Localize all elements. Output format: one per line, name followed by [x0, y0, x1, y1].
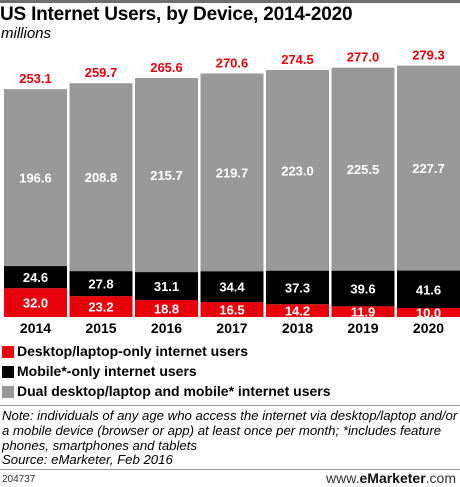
bar-segment-2-2020 — [397, 270, 460, 308]
x-tick-label: 2019 — [347, 320, 378, 336]
segment-label: 27.8 — [88, 277, 113, 292]
bar-segment-3-2016 — [135, 77, 198, 273]
segment-label: 196.6 — [19, 171, 52, 186]
bar-segment-3-2015 — [69, 83, 133, 272]
x-tick-label: 2018 — [282, 320, 313, 336]
bar-segment-3-2019 — [331, 67, 395, 271]
x-tick-label: 2020 — [413, 320, 444, 336]
segment-label: 23.2 — [88, 300, 113, 315]
total-label: 259.7 — [85, 65, 118, 80]
segment-label: 219.7 — [216, 165, 249, 180]
segment-label: 37.3 — [285, 280, 310, 295]
bar-segment-2-2015 — [69, 271, 133, 297]
segment-label: 225.5 — [347, 162, 380, 177]
x-tick-label: 2017 — [216, 320, 247, 336]
url-brand: eMarketer — [359, 470, 426, 486]
bar-segment-1-2015 — [69, 296, 133, 317]
segment-label: 24.6 — [23, 270, 48, 285]
url-suffix: .com — [425, 470, 456, 486]
divider — [0, 469, 460, 470]
segment-label: 11.9 — [351, 305, 376, 320]
total-label: 253.1 — [19, 71, 52, 86]
bar-segment-1-2018 — [266, 304, 329, 317]
chart-title: US Internet Users, by Device, 2014-2020 — [0, 4, 353, 25]
total-label: 274.5 — [281, 52, 314, 67]
bar-segment-3-2018 — [266, 69, 329, 271]
bar-segment-2-2016 — [135, 272, 198, 301]
x-tick-label: 2014 — [20, 320, 51, 336]
bar-segment-2-2019 — [331, 270, 395, 307]
segment-label: 14.2 — [285, 304, 310, 319]
chart-note: Note: individuals of any age who access … — [2, 408, 458, 453]
bar-segment-2-2014 — [4, 266, 67, 289]
bar-segment-3-2014 — [4, 89, 67, 267]
total-label: 277.0 — [347, 50, 380, 65]
stacked-bar-chart: 32.0 24.6 196.6 253.1 2014 23.2 27.8 208.8 259.7… — [4, 48, 460, 336]
bar-segment-1-2020 — [397, 308, 460, 317]
bar-segment-2-2017 — [200, 271, 264, 303]
chart-source: Source: eMarketer, Feb 2016 — [2, 452, 173, 467]
chart-id: 204737 — [2, 474, 36, 485]
segment-label: 10.0 — [416, 306, 441, 321]
top-rule — [0, 0, 460, 3]
total-label: 270.6 — [216, 55, 249, 70]
bar-segment-2-2018 — [266, 270, 329, 305]
segment-label: 31.1 — [154, 279, 179, 294]
bar-segment-1-2016 — [135, 300, 198, 317]
segment-label: 16.5 — [219, 303, 244, 318]
legend-label: Mobile*-only internet users — [17, 363, 197, 379]
segment-label: 223.0 — [281, 163, 314, 178]
segment-label: 227.7 — [412, 161, 445, 176]
divider — [0, 405, 460, 406]
segment-label: 215.7 — [150, 168, 183, 183]
bar-segment-1-2014 — [4, 288, 67, 317]
total-label: 279.3 — [412, 48, 445, 63]
bar-segment-1-2019 — [331, 306, 395, 317]
bar-segment-1-2017 — [200, 302, 264, 317]
segment-label: 41.6 — [416, 282, 441, 297]
segment-label: 208.8 — [85, 170, 118, 185]
legend-swatch-desktop-only — [2, 346, 14, 358]
bar-segment-3-2020 — [397, 65, 460, 271]
x-tick-label: 2016 — [151, 320, 182, 336]
total-label: 265.6 — [150, 60, 183, 75]
legend-label: Desktop/laptop-only internet users — [17, 343, 249, 359]
bar-segment-3-2017 — [200, 73, 264, 272]
segment-label: 18.8 — [154, 302, 179, 317]
chart-subtitle: millions — [1, 25, 52, 42]
segment-label: 32.0 — [23, 296, 48, 311]
x-tick-label: 2015 — [85, 320, 116, 336]
legend-swatch-dual — [2, 386, 14, 398]
segment-label: 34.4 — [219, 280, 245, 295]
segment-label: 39.6 — [350, 281, 375, 296]
legend-label: Dual desktop/laptop and mobile* internet… — [17, 383, 331, 399]
legend-swatch-mobile-only — [2, 366, 14, 378]
emarketer-logo: www.eMarketer.com — [326, 470, 456, 486]
url-prefix: www. — [326, 470, 360, 486]
